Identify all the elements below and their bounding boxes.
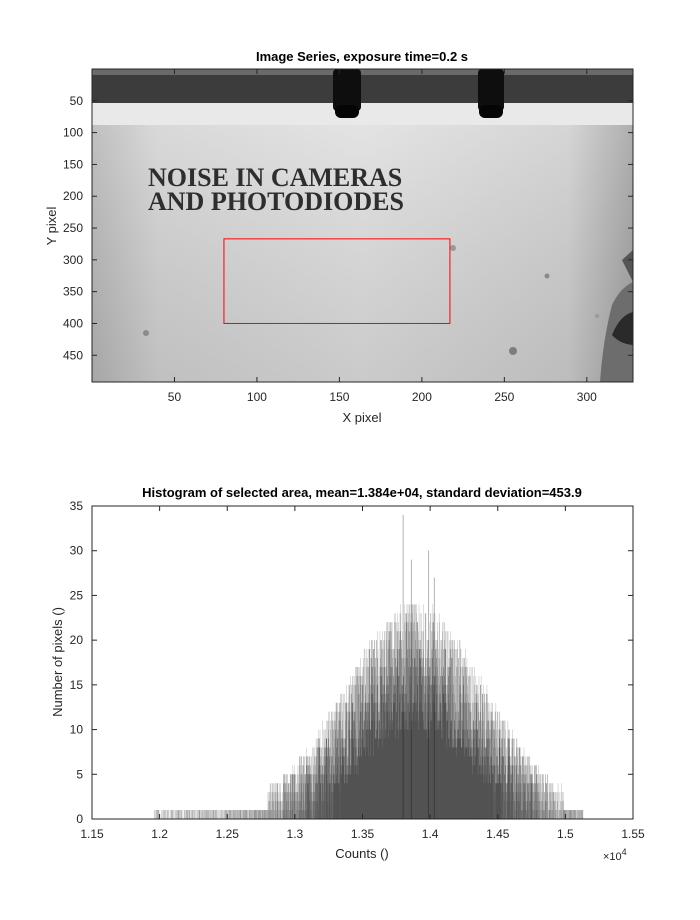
image-x-ticks: 50 100 150 200 250 300 [168, 69, 597, 404]
image-y-tick-label: 100 [63, 126, 83, 140]
histogram-y-tick-label: 5 [76, 767, 83, 781]
histogram-x-exponent-power: 4 [622, 847, 627, 857]
image-x-tick-label: 250 [494, 390, 514, 404]
image-panel-title: Image Series, exposure time=0.2 s [256, 49, 468, 64]
dust-speck [509, 347, 517, 355]
histogram-x-tick-label: 1.25 [216, 827, 240, 841]
histogram-x-tick-label: 1.45 [486, 827, 510, 841]
image-y-tick-label: 400 [63, 316, 83, 330]
dust-speck [143, 330, 149, 336]
histogram-y-tick-label: 35 [70, 499, 84, 513]
dust-speck [595, 314, 599, 318]
histogram-y-tick-label: 0 [76, 812, 83, 826]
histogram-x-ticks: 1.15 1.2 1.25 1.3 1.35 1.4 1.45 1.5 1.55 [80, 506, 645, 841]
histogram-x-tick-label: 1.35 [351, 827, 375, 841]
image-x-tick-label: 50 [168, 390, 182, 404]
image-text-line-1: NOISE IN CAMERAS [148, 163, 402, 192]
selection-rectangle [223, 238, 451, 324]
image-y-tick-label: 50 [70, 94, 84, 108]
histogram-y-tick-label: 10 [70, 723, 84, 737]
histogram-bars [154, 514, 584, 819]
histogram-x-tick-label: 1.2 [151, 827, 168, 841]
histogram-y-axis-label: Number of pixels () [50, 607, 65, 717]
image-x-tick-label: 300 [577, 390, 597, 404]
histogram-x-exponent: ×104 [603, 847, 627, 863]
image-y-tick-label: 150 [63, 157, 83, 171]
histogram-x-tick-label: 1.55 [621, 827, 645, 841]
image-y-tick-label: 200 [63, 189, 83, 203]
histogram-x-tick-label: 1.15 [80, 827, 104, 841]
image-x-tick-label: 200 [412, 390, 432, 404]
histogram-y-tick-label: 15 [70, 678, 84, 692]
image-y-ticks: 50 100 150 200 250 300 350 400 450 [63, 94, 633, 362]
clip-left-base [335, 105, 359, 118]
image-x-tick-label: 150 [329, 390, 349, 404]
histogram-y-ticks: 0 5 10 15 20 25 30 35 [70, 499, 633, 826]
object-right-edge [622, 250, 633, 282]
histogram-x-tick-label: 1.4 [422, 827, 439, 841]
image-x-axis-label: X pixel [342, 410, 381, 425]
histogram-title: Histogram of selected area, mean=1.384e+… [142, 485, 582, 500]
histogram-x-tick-label: 1.5 [557, 827, 574, 841]
image-y-tick-label: 250 [63, 221, 83, 235]
image-y-tick-label: 300 [63, 253, 83, 267]
clip-right-base [479, 105, 503, 118]
paper-top-edge [92, 103, 633, 125]
image-y-axis-label: Y pixel [44, 207, 59, 246]
dust-speck [450, 245, 456, 251]
camera-image: NOISE IN CAMERAS AND PHOTODIODES [92, 69, 633, 382]
histogram-x-tick-label: 1.3 [287, 827, 304, 841]
histogram-y-tick-label: 30 [70, 544, 84, 558]
dust-speck [544, 273, 550, 279]
histogram-x-exponent-base: ×10 [603, 851, 622, 863]
clip-right [478, 69, 504, 111]
object-bottom-right-core [612, 312, 633, 345]
image-y-tick-label: 450 [63, 348, 83, 362]
clip-left [333, 69, 361, 111]
image-axes-box [91, 68, 634, 383]
board-edge-highlight [92, 69, 633, 75]
image-text-line-2: AND PHOTODIODES [148, 187, 404, 216]
histogram-x-axis-label: Counts () [335, 846, 388, 861]
image-x-tick-label: 100 [247, 390, 267, 404]
histogram-y-tick-label: 20 [70, 633, 84, 647]
histogram-y-tick-label: 25 [70, 588, 84, 602]
image-y-tick-label: 350 [63, 285, 83, 299]
